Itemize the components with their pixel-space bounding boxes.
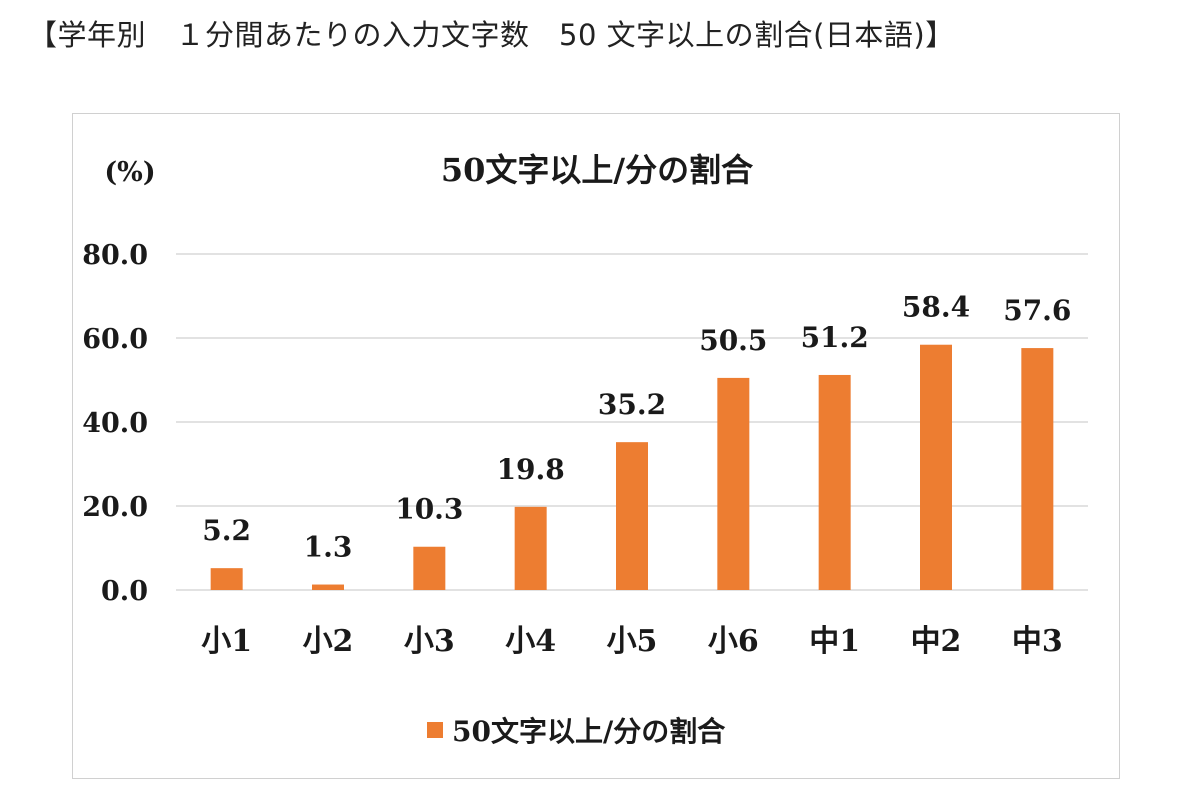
y-tick-label: 20.0 <box>82 492 148 523</box>
data-label: 58.4 <box>902 291 970 324</box>
bar <box>1021 348 1054 590</box>
data-label: 35.2 <box>598 388 666 421</box>
bar <box>210 568 243 590</box>
bar <box>514 506 547 590</box>
x-tick-label: 小1 <box>201 624 252 659</box>
data-label: 5.2 <box>202 514 251 547</box>
data-label: 19.8 <box>497 453 565 486</box>
y-tick-label: 0.0 <box>101 576 148 607</box>
bar <box>413 546 446 590</box>
legend: 50文字以上/分の割合 <box>427 715 726 748</box>
bars <box>210 344 1054 590</box>
data-label: 10.3 <box>395 493 463 526</box>
bar <box>920 344 952 590</box>
bar <box>818 374 851 590</box>
data-label: 1.3 <box>304 531 353 564</box>
chart-title: 50文字以上/分の割合 <box>441 151 753 189</box>
x-tick-label: 中2 <box>911 624 962 659</box>
page-heading: 【学年別 １分間あたりの入力文字数 50 文字以上の割合(日本語)】 <box>28 18 955 52</box>
y-tick-label: 40.0 <box>82 408 148 439</box>
bar <box>717 377 750 590</box>
data-label: 50.5 <box>699 324 767 357</box>
x-tick-label: 中3 <box>1012 624 1063 659</box>
x-tick-label: 小2 <box>303 624 354 659</box>
y-tick-label: 80.0 <box>82 240 148 271</box>
data-label: 57.6 <box>1003 294 1071 327</box>
x-tick-label: 中1 <box>809 624 860 659</box>
x-tick-labels: 小1 小2 小3 小4 小5 小6 中1 中2 中3 <box>201 624 1063 659</box>
x-tick-label: 小4 <box>505 624 556 659</box>
x-tick-label: 小3 <box>404 624 455 659</box>
y-tick-labels: 0.0 20.0 40.0 60.0 80.0 <box>82 240 148 607</box>
data-label: 51.2 <box>801 321 869 354</box>
bar <box>312 584 344 590</box>
y-axis-label: (%) <box>104 157 155 188</box>
y-tick-label: 60.0 <box>82 324 148 355</box>
legend-label: 50文字以上/分の割合 <box>452 715 726 748</box>
legend-swatch <box>427 722 443 738</box>
x-tick-label: 小5 <box>607 624 658 659</box>
x-tick-label: 小6 <box>708 624 759 659</box>
bar <box>616 442 648 590</box>
data-labels: 5.2 1.3 10.3 19.8 35.2 50.5 51.2 58.4 57.6 <box>202 291 1071 564</box>
